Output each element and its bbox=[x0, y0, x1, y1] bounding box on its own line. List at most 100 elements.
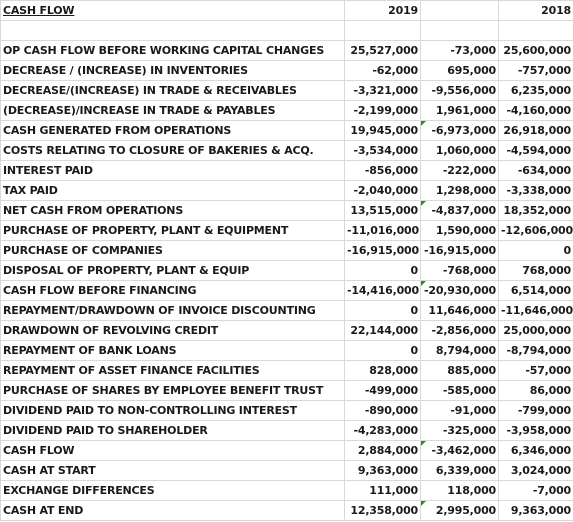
cell-empty-header[interactable] bbox=[420, 0, 499, 21]
value-2019-cell[interactable]: 22,144,000 bbox=[344, 320, 421, 341]
difference-cell[interactable]: -4,837,000 bbox=[420, 200, 499, 221]
value-2018-cell[interactable]: 25,000,000 bbox=[498, 320, 573, 341]
cell-title[interactable]: CASH FLOW bbox=[0, 0, 345, 21]
row-label-cell[interactable]: DECREASE/(INCREASE) IN TRADE & RECEIVABL… bbox=[0, 80, 345, 101]
value-2019-cell[interactable]: 12,358,000 bbox=[344, 500, 421, 521]
value-2018-cell[interactable]: 6,514,000 bbox=[498, 280, 573, 301]
difference-cell[interactable]: 1,961,000 bbox=[420, 100, 499, 121]
difference-cell[interactable]: 695,000 bbox=[420, 60, 499, 81]
value-2018-cell[interactable]: 25,600,000 bbox=[498, 40, 573, 61]
difference-cell[interactable]: 118,000 bbox=[420, 480, 499, 501]
value-2019-cell[interactable]: -890,000 bbox=[344, 400, 421, 421]
row-label-cell[interactable]: EXCHANGE DIFFERENCES bbox=[0, 480, 345, 501]
value-2019-cell[interactable]: -62,000 bbox=[344, 60, 421, 81]
value-2018-cell[interactable]: -799,000 bbox=[498, 400, 573, 421]
value-2019-cell[interactable]: -11,016,000 bbox=[344, 220, 421, 241]
value-2019-cell[interactable]: -2,199,000 bbox=[344, 100, 421, 121]
value-2019-cell[interactable] bbox=[344, 20, 421, 41]
value-2019-cell[interactable]: -856,000 bbox=[344, 160, 421, 181]
difference-cell[interactable]: -9,556,000 bbox=[420, 80, 499, 101]
value-2019-cell[interactable]: -4,283,000 bbox=[344, 420, 421, 441]
row-label-cell[interactable]: DISPOSAL OF PROPERTY, PLANT & EQUIP bbox=[0, 260, 345, 281]
value-2019-cell[interactable]: 0 bbox=[344, 260, 421, 281]
difference-cell[interactable]: 2,995,000 bbox=[420, 500, 499, 521]
difference-cell[interactable]: 11,646,000 bbox=[420, 300, 499, 321]
row-label-cell[interactable]: OP CASH FLOW BEFORE WORKING CAPITAL CHAN… bbox=[0, 40, 345, 61]
row-label-cell[interactable]: CASH FLOW BEFORE FINANCING bbox=[0, 280, 345, 301]
difference-cell[interactable]: -3,462,000 bbox=[420, 440, 499, 461]
value-2019-cell[interactable]: 13,515,000 bbox=[344, 200, 421, 221]
value-2018-cell[interactable]: -11,646,000 bbox=[498, 300, 573, 321]
value-2019-cell[interactable]: 828,000 bbox=[344, 360, 421, 381]
value-2019-cell[interactable]: -3,534,000 bbox=[344, 140, 421, 161]
value-2019-cell[interactable]: -3,321,000 bbox=[344, 80, 421, 101]
row-label-cell[interactable]: DRAWDOWN OF REVOLVING CREDIT bbox=[0, 320, 345, 341]
difference-cell[interactable]: 885,000 bbox=[420, 360, 499, 381]
row-label-cell[interactable]: DIVIDEND PAID TO SHAREHOLDER bbox=[0, 420, 345, 441]
difference-cell[interactable]: -2,856,000 bbox=[420, 320, 499, 341]
value-2018-cell[interactable]: -12,606,000 bbox=[498, 220, 573, 241]
difference-cell[interactable]: -222,000 bbox=[420, 160, 499, 181]
row-label-cell[interactable]: TAX PAID bbox=[0, 180, 345, 201]
value-2018-cell[interactable]: -757,000 bbox=[498, 60, 573, 81]
difference-cell[interactable] bbox=[420, 20, 499, 41]
value-2019-cell[interactable]: 111,000 bbox=[344, 480, 421, 501]
value-2018-cell[interactable]: 0 bbox=[498, 240, 573, 261]
cell-year-2018[interactable]: 2018 bbox=[498, 0, 573, 21]
value-2019-cell[interactable]: 9,363,000 bbox=[344, 460, 421, 481]
value-2018-cell[interactable]: -4,160,000 bbox=[498, 100, 573, 121]
row-label-cell[interactable]: REPAYMENT/DRAWDOWN OF INVOICE DISCOUNTIN… bbox=[0, 300, 345, 321]
row-label-cell[interactable]: INTEREST PAID bbox=[0, 160, 345, 181]
value-2019-cell[interactable]: -499,000 bbox=[344, 380, 421, 401]
value-2018-cell[interactable]: -4,594,000 bbox=[498, 140, 573, 161]
difference-cell[interactable]: -325,000 bbox=[420, 420, 499, 441]
difference-cell[interactable]: -6,973,000 bbox=[420, 120, 499, 141]
row-label-cell[interactable]: CASH AT END bbox=[0, 500, 345, 521]
row-label-cell[interactable]: REPAYMENT OF BANK LOANS bbox=[0, 340, 345, 361]
value-2018-cell[interactable]: 3,024,000 bbox=[498, 460, 573, 481]
row-label-cell[interactable] bbox=[0, 20, 345, 41]
value-2018-cell[interactable] bbox=[498, 20, 573, 41]
difference-cell[interactable]: -585,000 bbox=[420, 380, 499, 401]
row-label-cell[interactable]: REPAYMENT OF ASSET FINANCE FACILITIES bbox=[0, 360, 345, 381]
difference-cell[interactable]: 8,794,000 bbox=[420, 340, 499, 361]
row-label-cell[interactable]: CASH FLOW bbox=[0, 440, 345, 461]
value-2018-cell[interactable]: 9,363,000 bbox=[498, 500, 573, 521]
difference-cell[interactable]: 1,590,000 bbox=[420, 220, 499, 241]
row-label-cell[interactable]: (DECREASE)/INCREASE IN TRADE & PAYABLES bbox=[0, 100, 345, 121]
row-label-cell[interactable]: COSTS RELATING TO CLOSURE OF BAKERIES & … bbox=[0, 140, 345, 161]
value-2018-cell[interactable]: 6,235,000 bbox=[498, 80, 573, 101]
difference-cell[interactable]: -91,000 bbox=[420, 400, 499, 421]
value-2018-cell[interactable]: -8,794,000 bbox=[498, 340, 573, 361]
value-2018-cell[interactable]: 86,000 bbox=[498, 380, 573, 401]
cell-year-2019[interactable]: 2019 bbox=[344, 0, 421, 21]
value-2018-cell[interactable]: -7,000 bbox=[498, 480, 573, 501]
difference-cell[interactable]: -20,930,000 bbox=[420, 280, 499, 301]
value-2019-cell[interactable]: -16,915,000 bbox=[344, 240, 421, 261]
value-2019-cell[interactable]: 19,945,000 bbox=[344, 120, 421, 141]
value-2018-cell[interactable]: -57,000 bbox=[498, 360, 573, 381]
row-label-cell[interactable]: PURCHASE OF PROPERTY, PLANT & EQUIPMENT bbox=[0, 220, 345, 241]
difference-cell[interactable]: -73,000 bbox=[420, 40, 499, 61]
value-2018-cell[interactable]: -3,958,000 bbox=[498, 420, 573, 441]
value-2019-cell[interactable]: 0 bbox=[344, 300, 421, 321]
difference-cell[interactable]: 6,339,000 bbox=[420, 460, 499, 481]
difference-cell[interactable]: -16,915,000 bbox=[420, 240, 499, 261]
value-2018-cell[interactable]: -634,000 bbox=[498, 160, 573, 181]
value-2018-cell[interactable]: 18,352,000 bbox=[498, 200, 573, 221]
value-2019-cell[interactable]: 0 bbox=[344, 340, 421, 361]
value-2019-cell[interactable]: 2,884,000 bbox=[344, 440, 421, 461]
value-2019-cell[interactable]: -2,040,000 bbox=[344, 180, 421, 201]
value-2018-cell[interactable]: 768,000 bbox=[498, 260, 573, 281]
row-label-cell[interactable]: CASH GENERATED FROM OPERATIONS bbox=[0, 120, 345, 141]
row-label-cell[interactable]: CASH AT START bbox=[0, 460, 345, 481]
row-label-cell[interactable]: DECREASE / (INCREASE) IN INVENTORIES bbox=[0, 60, 345, 81]
value-2019-cell[interactable]: 25,527,000 bbox=[344, 40, 421, 61]
value-2018-cell[interactable]: 26,918,000 bbox=[498, 120, 573, 141]
row-label-cell[interactable]: DIVIDEND PAID TO NON-CONTROLLING INTERES… bbox=[0, 400, 345, 421]
row-label-cell[interactable]: NET CASH FROM OPERATIONS bbox=[0, 200, 345, 221]
difference-cell[interactable]: 1,060,000 bbox=[420, 140, 499, 161]
row-label-cell[interactable]: PURCHASE OF SHARES BY EMPLOYEE BENEFIT T… bbox=[0, 380, 345, 401]
value-2018-cell[interactable]: -3,338,000 bbox=[498, 180, 573, 201]
value-2018-cell[interactable]: 6,346,000 bbox=[498, 440, 573, 461]
